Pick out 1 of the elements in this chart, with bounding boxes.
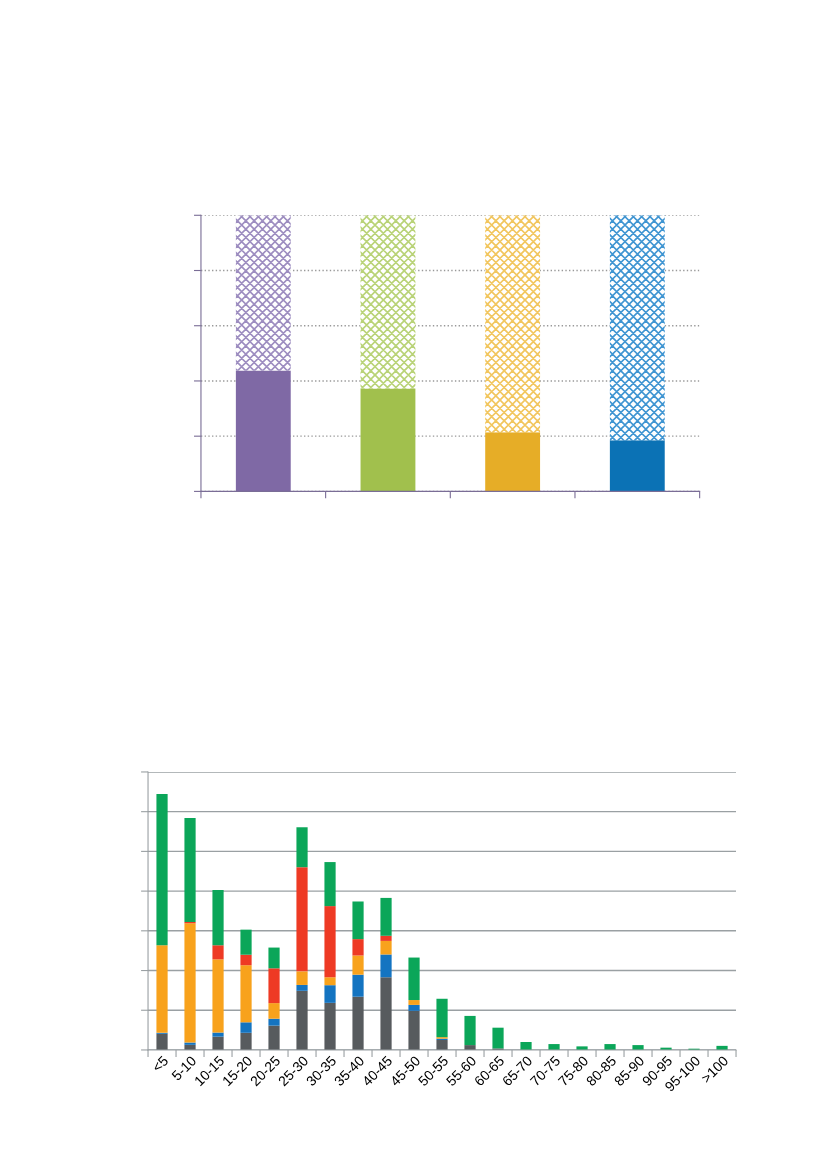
x-tick-label: <5 xyxy=(151,1055,169,1073)
